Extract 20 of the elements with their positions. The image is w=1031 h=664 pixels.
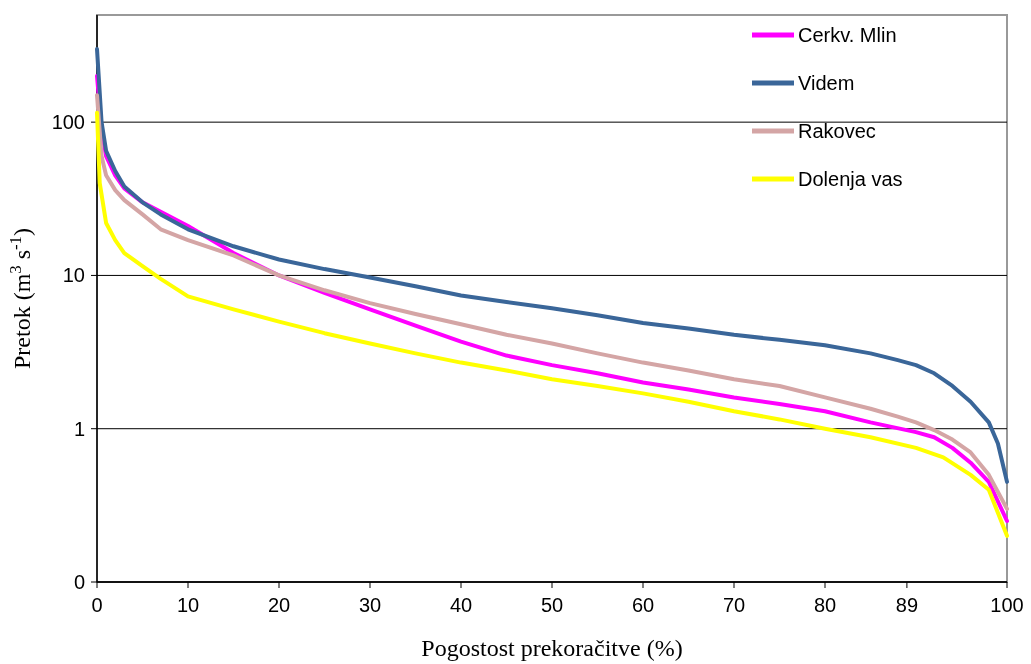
x-tick-label: 40	[449, 594, 473, 616]
x-tick-label: 20	[267, 594, 291, 616]
y-tick-label: 1	[73, 417, 85, 440]
x-tick-label: 10	[176, 594, 200, 616]
x-tick-label: 60	[631, 594, 655, 616]
legend-label: Dolenja vas	[798, 168, 903, 190]
x-tick-label: 89	[895, 594, 919, 616]
x-axis-title: Pogostost prekoračitve (%)	[421, 635, 683, 661]
y-tick-label: 0	[73, 571, 85, 593]
x-tick-label: 0	[91, 594, 103, 616]
y-tick-label: 10	[62, 264, 85, 287]
x-tick-label: 30	[358, 594, 382, 616]
legend-label: Videm	[798, 72, 855, 94]
x-tick-label: 70	[722, 594, 746, 616]
x-tick-label: 50	[540, 594, 564, 616]
x-tick-label: 80	[813, 594, 837, 616]
legend-label: Rakovec	[798, 120, 876, 142]
y-tick-label: 100	[51, 111, 85, 134]
x-tick-label: 100	[990, 594, 1024, 616]
legend-label: Cerkv. Mlin	[798, 24, 897, 46]
